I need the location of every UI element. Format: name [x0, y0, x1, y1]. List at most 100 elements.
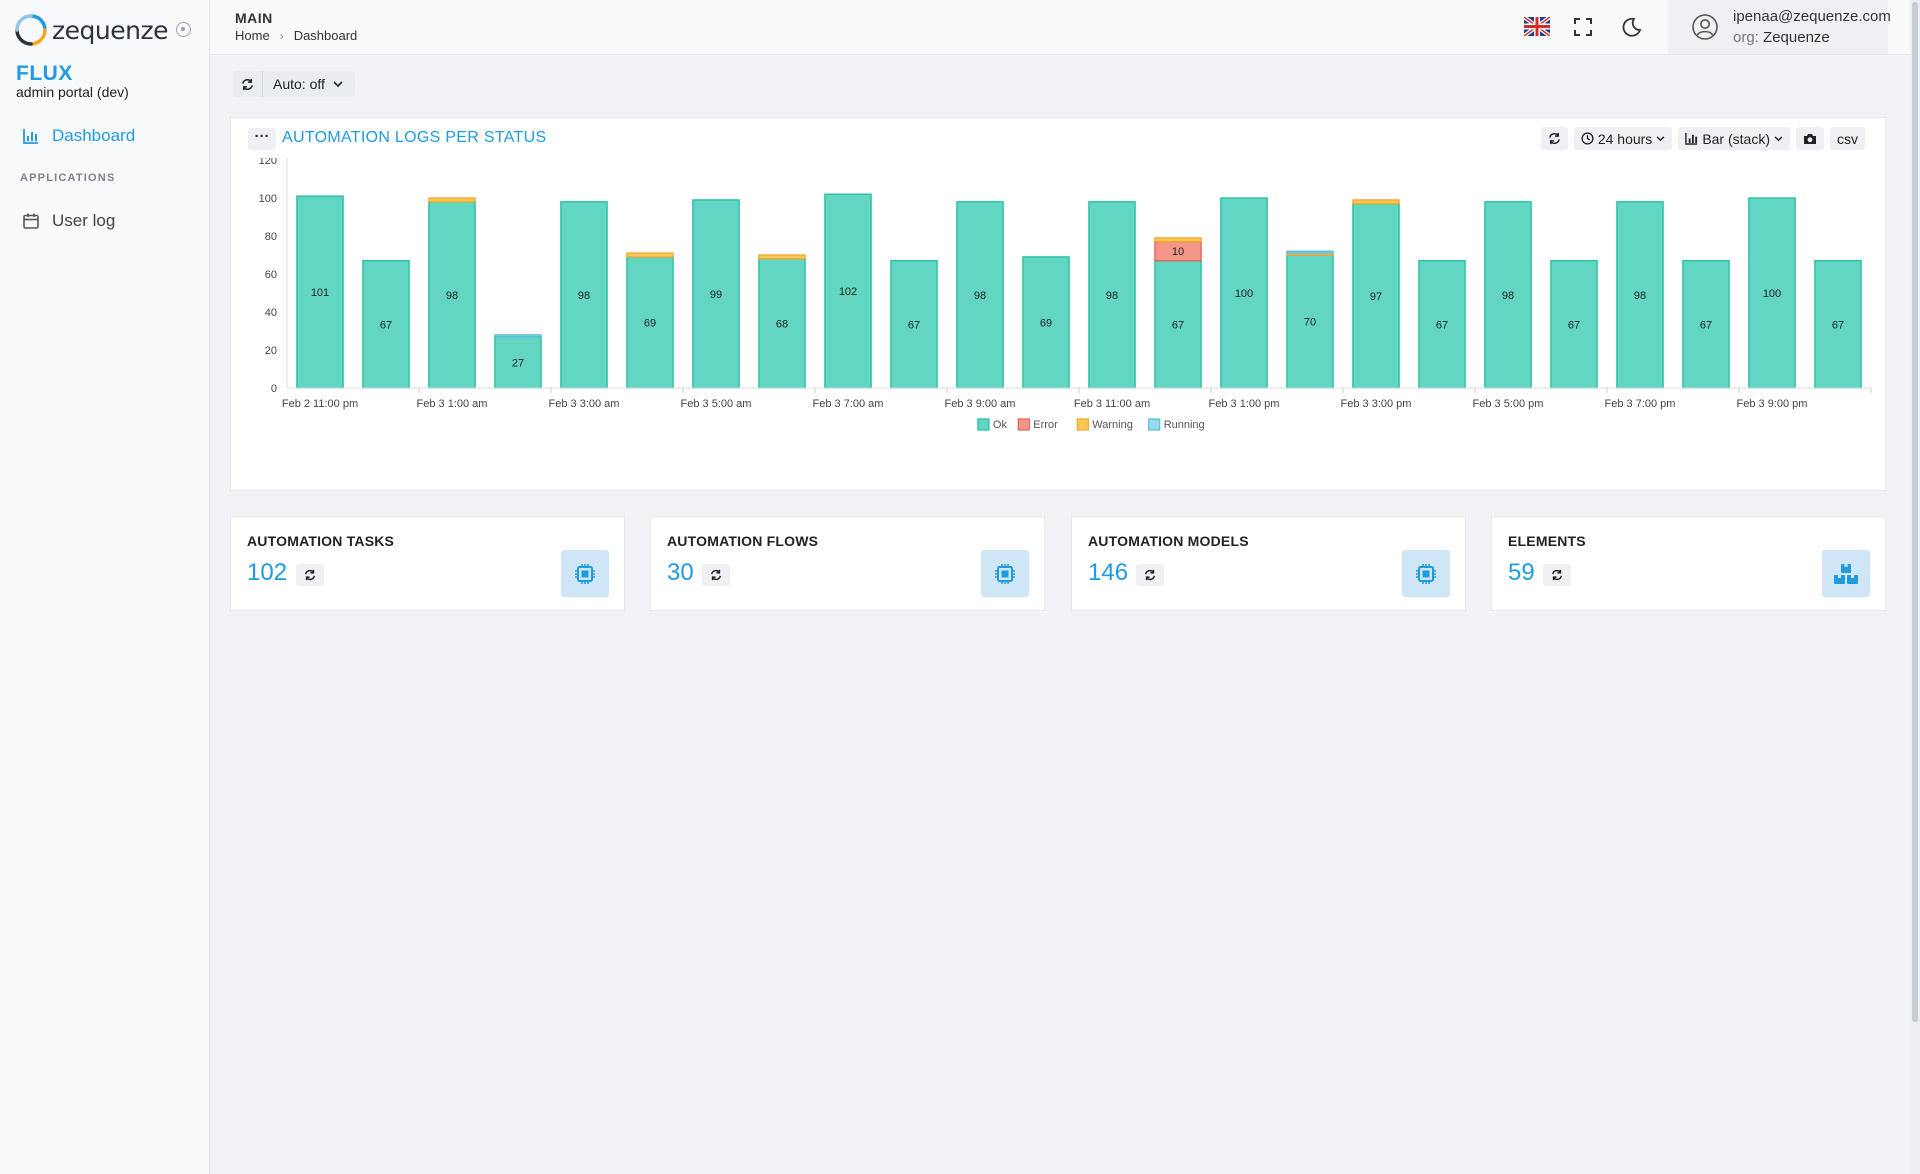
uk-flag-icon[interactable] — [1522, 15, 1552, 38]
y-tick-label: 20 — [265, 345, 277, 357]
legend-swatch-warning[interactable] — [1076, 418, 1089, 431]
bar-segment-ok[interactable] — [1352, 203, 1400, 389]
auto-refresh-dropdown[interactable]: Auto: off — [263, 71, 355, 97]
bar-value-label: 100 — [1235, 288, 1253, 300]
legend-label-running[interactable]: Running — [1164, 419, 1205, 431]
auto-refresh-label: Auto: off — [273, 76, 325, 92]
bar-segment-running[interactable] — [494, 334, 542, 338]
bar-segment-ok[interactable] — [758, 258, 806, 389]
chip-icon — [981, 550, 1029, 597]
bar-segment-ok[interactable] — [1418, 260, 1466, 389]
bar-segment-ok[interactable] — [1550, 260, 1598, 389]
org-label: org: — [1733, 29, 1759, 46]
x-tick-label: Feb 2 11:00 pm — [282, 398, 358, 410]
bar-segment-ok[interactable] — [1286, 254, 1334, 389]
y-tick-label: 40 — [265, 307, 277, 319]
stat-refresh-button[interactable] — [1543, 564, 1571, 586]
dark-mode-moon-icon[interactable] — [1621, 16, 1643, 38]
chip-icon — [1402, 550, 1450, 597]
bar-segment-ok[interactable] — [1682, 260, 1730, 389]
pin-sidebar-icon[interactable] — [176, 22, 191, 37]
boxes-icon — [1822, 550, 1870, 597]
bar-segment-ok[interactable] — [890, 260, 938, 389]
bar-segment-ok[interactable] — [1616, 201, 1664, 389]
bar-segment-ok[interactable] — [1748, 197, 1796, 389]
chart-refresh-button[interactable] — [1540, 127, 1568, 150]
logo[interactable]: zequenze — [14, 12, 168, 48]
bar-value-label: 67 — [1832, 319, 1844, 331]
chevron-down-icon — [1656, 135, 1665, 141]
bar-value-label: 69 — [1040, 317, 1052, 329]
stat-refresh-button[interactable] — [1136, 564, 1164, 586]
bar-segment-ok[interactable] — [1220, 197, 1268, 389]
time-range-label: 24 hours — [1597, 130, 1653, 147]
chart-type-dropdown[interactable]: Bar (stack) — [1678, 127, 1790, 150]
bars: 101 67 98 27 98 69 99 68 102 67 98 69 98 67 10 100 70 97 6… — [296, 193, 1862, 389]
screenshot-button[interactable] — [1796, 127, 1824, 150]
bar-value-label: 99 — [710, 289, 722, 301]
bar-segment-warning[interactable] — [758, 254, 806, 260]
page-scrollbar[interactable] — [1910, 0, 1920, 1174]
refresh-icon — [304, 569, 316, 581]
refresh-button[interactable] — [233, 71, 263, 97]
x-tick-label: Feb 3 3:00 am — [549, 398, 620, 410]
camera-icon — [1804, 133, 1816, 144]
bar-segment-warning[interactable] — [1154, 237, 1202, 243]
time-range-dropdown[interactable]: 24 hours — [1573, 127, 1673, 150]
header-section-title: MAIN — [235, 10, 273, 26]
stat-value: 59 — [1508, 559, 1535, 586]
logo-text: zequenze — [52, 15, 168, 45]
auto-refresh-control: Auto: off — [233, 71, 355, 97]
legend-label-error[interactable]: Error — [1033, 419, 1058, 431]
bar-segment-ok[interactable] — [296, 195, 344, 389]
legend[interactable]: Ok Error Warning Running — [977, 418, 1205, 431]
refresh-icon — [710, 569, 722, 581]
chart-title: AUTOMATION LOGS PER STATUS — [282, 129, 547, 146]
bar-segment-ok[interactable] — [1022, 256, 1070, 389]
breadcrumb-current: Dashboard — [293, 28, 358, 43]
refresh-icon — [1144, 569, 1156, 581]
legend-swatch-ok[interactable] — [977, 418, 990, 431]
stat-value: 102 — [247, 559, 288, 586]
bar-value-label: 98 — [1106, 290, 1118, 302]
sidebar-item-label: User log — [52, 211, 116, 230]
bar-segment-running[interactable] — [1286, 250, 1334, 254]
user-menu[interactable]: ipenaa@zequenze.com org: Zequenze — [1668, 0, 1891, 54]
bar-segment-ok[interactable] — [1814, 260, 1862, 389]
user-org: org: Zequenze — [1733, 29, 1830, 46]
x-tick-label: Feb 3 5:00 pm — [1473, 398, 1544, 410]
bar-segment-ok[interactable] — [428, 201, 476, 389]
refresh-icon — [1551, 569, 1563, 581]
legend-swatch-running[interactable] — [1148, 418, 1161, 431]
legend-label-warning[interactable]: Warning — [1092, 419, 1133, 431]
bar-segment-ok[interactable] — [560, 201, 608, 389]
stat-value: 30 — [667, 559, 694, 586]
bar-value-label: 98 — [1634, 290, 1646, 302]
user-email: ipenaa@zequenze.com — [1733, 8, 1891, 25]
bar-segment-warning[interactable] — [1352, 199, 1400, 205]
stat-refresh-button[interactable] — [702, 564, 730, 586]
fullscreen-icon[interactable] — [1574, 18, 1592, 36]
sidebar: zequenze FLUX admin portal (dev) Dashboa… — [0, 0, 210, 1174]
sidebar-item-user-log[interactable]: User log — [22, 211, 115, 231]
csv-export-button[interactable]: csv — [1830, 127, 1865, 150]
stat-refresh-button[interactable] — [296, 564, 324, 586]
scrollbar-thumb[interactable] — [1912, 2, 1918, 1022]
legend-label-ok[interactable]: Ok — [993, 419, 1008, 431]
x-tick-label: Feb 3 11:00 am — [1074, 398, 1150, 410]
bar-value-label: 67 — [1568, 319, 1580, 331]
bar-segment-warning[interactable] — [428, 197, 476, 203]
x-tick-label: Feb 3 3:00 pm — [1341, 398, 1412, 410]
automation-logs-chart-card: ··· AUTOMATION LOGS PER STATUS 24 hours … — [230, 117, 1886, 491]
bar-chart-icon — [1685, 132, 1698, 145]
bar-value-label: 68 — [776, 318, 788, 330]
bar-segment-ok[interactable] — [956, 201, 1004, 389]
bar-segment-ok[interactable] — [692, 199, 740, 389]
stat-title: AUTOMATION FLOWS — [667, 533, 819, 549]
x-tick-label: Feb 3 5:00 am — [681, 398, 752, 410]
bar-segment-warning[interactable] — [626, 252, 674, 258]
legend-swatch-error[interactable] — [1017, 418, 1030, 431]
chart-menu-button[interactable]: ··· — [248, 128, 276, 150]
breadcrumb-home[interactable]: Home — [235, 28, 270, 43]
sidebar-item-dashboard[interactable]: Dashboard — [22, 126, 135, 146]
